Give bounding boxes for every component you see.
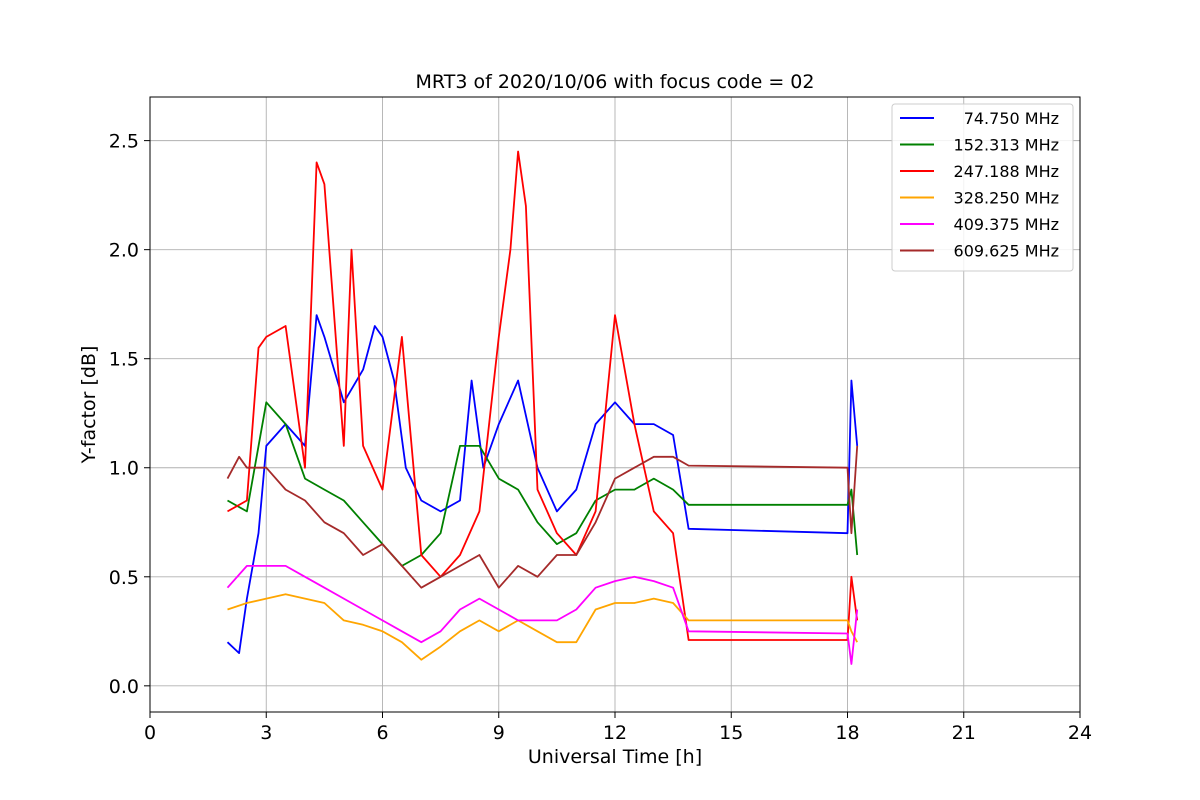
y-axis-label: Y-factor [dB] xyxy=(78,346,100,465)
series-line-6 xyxy=(226,445,859,589)
x-tick-label: 0 xyxy=(144,722,156,744)
x-tick-label: 15 xyxy=(719,722,743,744)
legend-label: 74.750 MHz xyxy=(964,109,1059,128)
ticks: 0 3 6 9 12 15 18 21 24 0.0 0.5 1.0 1.5 2.0 2.5 xyxy=(109,131,1092,744)
series-line-4 xyxy=(227,593,858,661)
legend-label: 409.375 MHz xyxy=(954,215,1059,234)
series-line-1 xyxy=(226,314,859,654)
x-tick-label: 12 xyxy=(603,722,627,744)
x-tick-label: 6 xyxy=(376,722,388,744)
series-line-3 xyxy=(227,150,859,641)
legend-label: 152.313 MHz xyxy=(954,136,1059,155)
legend-box xyxy=(891,103,1074,272)
x-tick-label: 21 xyxy=(952,722,976,744)
y-tick-label: 2.0 xyxy=(109,240,139,262)
series-line-2 xyxy=(227,401,859,567)
legend-label: 328.250 MHz xyxy=(954,189,1059,208)
y-tick-label: 0.0 xyxy=(109,676,139,698)
y-tick-label: 1.5 xyxy=(109,349,139,371)
x-axis-label: Universal Time [h] xyxy=(528,746,702,768)
series-layer xyxy=(226,150,859,665)
y-tick-label: 2.5 xyxy=(109,131,139,153)
legend: 74.750 MHz 152.313 MHz 247.188 MHz 328.250 … xyxy=(891,103,1074,272)
x-tick-label: 3 xyxy=(260,722,272,744)
chart-title: MRT3 of 2020/10/06 with focus code = 02 xyxy=(416,71,815,93)
y-tick-label: 0.5 xyxy=(109,567,139,589)
y-tick-label: 1.0 xyxy=(109,458,139,480)
legend-label: 247.188 MHz xyxy=(954,162,1059,181)
series-line-5 xyxy=(226,565,859,665)
x-tick-label: 9 xyxy=(493,722,505,744)
x-tick-label: 18 xyxy=(835,722,859,744)
x-tick-label: 24 xyxy=(1068,722,1092,744)
legend-label: 609.625 MHz xyxy=(954,242,1059,261)
